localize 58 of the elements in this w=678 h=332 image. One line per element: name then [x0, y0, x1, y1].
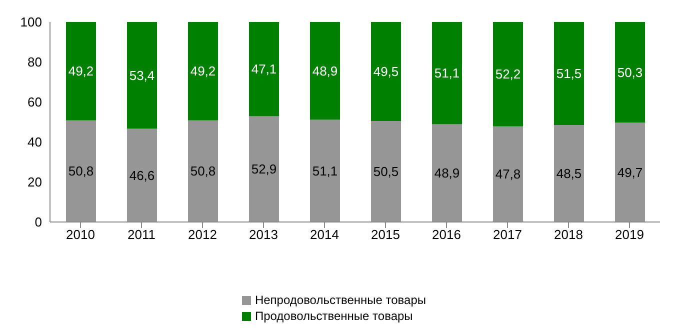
data-label: 48,9	[434, 166, 460, 181]
legend-label: Непродовольственные товары	[254, 293, 426, 307]
bar	[66, 22, 96, 120]
x-tick-label: 2019	[615, 227, 644, 242]
y-tick-label: 100	[20, 14, 42, 30]
bar	[310, 22, 340, 120]
bar	[188, 120, 218, 222]
data-label: 50,3	[617, 64, 643, 80]
bar	[249, 22, 279, 116]
bar	[493, 126, 523, 222]
bar	[371, 22, 401, 121]
data-label: 49,7	[617, 164, 643, 180]
bar	[188, 22, 218, 120]
data-label: 51,1	[312, 163, 338, 178]
data-label: 50,8	[190, 164, 216, 179]
x-tick-label: 2017	[493, 227, 522, 242]
bar	[249, 116, 279, 222]
x-tick-label: 2013	[249, 227, 278, 242]
bar	[432, 22, 462, 124]
y-tick-label: 20	[28, 174, 42, 190]
data-label: 52,2	[495, 66, 521, 82]
data-label: 51,5	[556, 66, 582, 81]
data-label: 48,5	[556, 166, 582, 181]
data-label: 50,5	[373, 164, 399, 179]
x-tick-label: 2015	[371, 227, 400, 242]
data-label: 53,4	[129, 68, 155, 83]
bar	[554, 125, 584, 222]
y-tick-label: 60	[28, 94, 42, 110]
x-tick-label: 2014	[310, 227, 339, 242]
y-tick-label: 80	[28, 54, 42, 70]
data-label: 49,5	[373, 64, 399, 79]
bar	[310, 120, 340, 222]
bar	[127, 22, 157, 129]
data-label: 47,8	[495, 166, 521, 182]
bar	[615, 22, 645, 123]
x-tick-label: 2012	[188, 227, 217, 242]
data-label: 49,2	[190, 64, 216, 79]
x-tick-label: 2011	[128, 227, 156, 242]
x-tick-label: 2016	[432, 227, 461, 242]
data-label: 52,9	[251, 162, 277, 177]
bar	[493, 22, 523, 126]
data-label: 49,2	[68, 64, 94, 79]
bar	[66, 120, 96, 222]
x-tick-label: 2018	[554, 227, 583, 242]
data-label: 48,9	[312, 63, 338, 78]
data-label: 47,1	[251, 62, 277, 77]
bar	[432, 124, 462, 222]
bar	[554, 22, 584, 125]
x-tick-label: 2010	[66, 227, 95, 242]
bar	[615, 122, 645, 222]
y-tick-label: 0	[34, 214, 42, 230]
data-label: 46,6	[129, 168, 155, 183]
data-label: 50,8	[68, 164, 94, 179]
bar	[371, 121, 401, 222]
bar	[127, 128, 157, 222]
data-label: 51,1	[434, 66, 460, 81]
legend-label: Продовольственные товары	[254, 309, 413, 323]
y-tick-label: 40	[28, 134, 42, 150]
